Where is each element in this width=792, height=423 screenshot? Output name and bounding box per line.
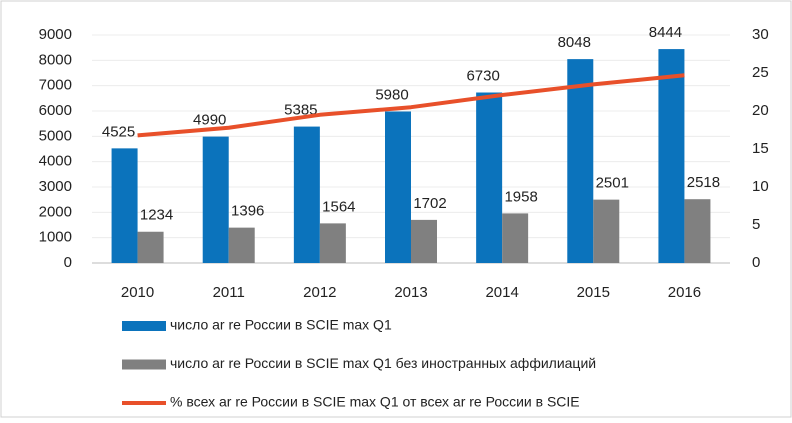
- data-label: 1702: [413, 195, 446, 212]
- bar: [137, 231, 164, 263]
- y2-tick-label: 5: [752, 216, 760, 233]
- bar: [293, 126, 320, 263]
- y-tick-label: 9000: [39, 26, 72, 43]
- data-label: 2518: [687, 174, 720, 191]
- legend-swatch: [122, 359, 166, 370]
- data-label: 8048: [558, 34, 591, 51]
- y-tick-label: 3000: [39, 178, 72, 195]
- y-tick-label: 5000: [39, 127, 72, 144]
- y2-tick-label: 0: [752, 254, 760, 271]
- bar: [593, 199, 620, 263]
- data-label: 4990: [193, 112, 226, 129]
- x-tick-label: 2015: [577, 284, 610, 301]
- y2-tick-label: 25: [752, 64, 769, 81]
- data-label: 4525: [102, 123, 135, 140]
- legend-label: число ar re России в SCIE max Q1: [170, 317, 392, 333]
- data-label: 1958: [504, 188, 537, 205]
- legend-swatch: [122, 321, 166, 331]
- data-label: 2501: [596, 175, 629, 192]
- legend-label: число ar re России в SCIE max Q1 без ино…: [170, 355, 596, 371]
- bar: [385, 111, 411, 263]
- x-tick-label: 2016: [668, 284, 701, 301]
- x-tick-label: 2012: [303, 284, 336, 301]
- bar: [502, 213, 529, 263]
- y2-tick-label: 30: [752, 26, 769, 43]
- data-label: 1234: [140, 207, 173, 224]
- bar: [111, 148, 138, 263]
- bar: [567, 59, 594, 263]
- y-tick-label: 2000: [39, 203, 72, 220]
- y-tick-label: 0: [64, 254, 72, 271]
- y2-tick-label: 15: [752, 140, 769, 157]
- y-tick-label: 6000: [39, 102, 72, 119]
- y-tick-label: 1000: [39, 229, 72, 246]
- bar: [658, 49, 685, 264]
- bar: [684, 199, 711, 263]
- x-tick-label: 2011: [213, 284, 245, 301]
- data-label: 5980: [375, 86, 408, 103]
- y2-tick-label: 10: [752, 178, 769, 195]
- bar: [411, 219, 437, 263]
- bar: [202, 136, 229, 263]
- bar: [476, 92, 503, 263]
- y-tick-label: 8000: [39, 51, 72, 68]
- y-tick-label: 4000: [39, 153, 72, 170]
- x-tick-label: 2013: [394, 284, 427, 301]
- line-series: [137, 73, 685, 138]
- y2-tick-label: 20: [752, 102, 769, 119]
- x-tick-label: 2014: [485, 284, 518, 301]
- bar: [319, 223, 346, 263]
- legend-label: % всех ar re России в SCIE max Q1 от все…: [170, 394, 580, 410]
- data-label: 1564: [322, 198, 355, 215]
- y-tick-label: 7000: [39, 77, 72, 94]
- data-label: 6730: [466, 67, 499, 84]
- bar: [228, 227, 255, 263]
- data-label: 1396: [231, 203, 264, 220]
- data-label: 8444: [649, 24, 682, 41]
- x-tick-label: 2010: [121, 284, 154, 301]
